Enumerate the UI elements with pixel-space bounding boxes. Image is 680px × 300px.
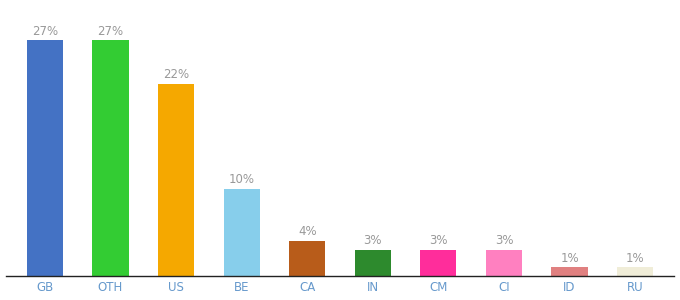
Bar	[420, 250, 456, 276]
Text: 1%: 1%	[560, 252, 579, 265]
Text: 3%: 3%	[429, 234, 447, 247]
Bar	[27, 40, 63, 276]
Text: 27%: 27%	[97, 25, 124, 38]
Bar	[486, 250, 522, 276]
Text: 3%: 3%	[364, 234, 382, 247]
Text: 10%: 10%	[228, 173, 254, 186]
Bar	[289, 241, 325, 276]
Bar	[551, 267, 588, 276]
Bar	[355, 250, 391, 276]
Text: 3%: 3%	[494, 234, 513, 247]
Bar	[617, 267, 653, 276]
Text: 4%: 4%	[298, 225, 316, 239]
Bar	[92, 40, 129, 276]
Text: 27%: 27%	[32, 25, 58, 38]
Bar	[224, 189, 260, 276]
Text: 22%: 22%	[163, 68, 189, 81]
Text: 1%: 1%	[626, 252, 645, 265]
Bar	[158, 84, 194, 276]
